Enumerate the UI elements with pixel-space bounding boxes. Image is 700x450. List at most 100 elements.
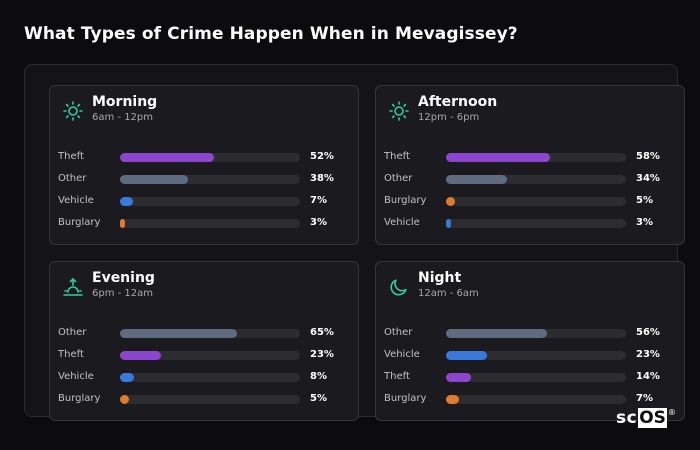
bar-fill [120, 153, 214, 162]
crime-row: Other 34% [384, 170, 674, 192]
bar-track [120, 219, 300, 228]
crime-percent: 3% [310, 217, 327, 228]
bar-track [446, 219, 626, 228]
crime-row: Vehicle 7% [58, 192, 348, 214]
registered-mark: ® [667, 408, 676, 417]
crime-row: Theft 14% [384, 368, 674, 390]
crime-label: Theft [384, 151, 410, 162]
card-title: Morning [92, 94, 158, 110]
crime-row: Other 56% [384, 324, 674, 346]
card-title: Night [418, 270, 462, 286]
card-evening: Evening 6pm - 12am Other 65% Theft 23% V… [49, 261, 359, 421]
crime-percent: 56% [636, 327, 660, 338]
bar-fill [120, 219, 125, 228]
card-title: Afternoon [418, 94, 498, 110]
bar-track [120, 395, 300, 404]
crime-percent: 7% [636, 393, 653, 404]
bar-fill [446, 197, 455, 206]
crime-row: Theft 23% [58, 346, 348, 368]
crime-label: Other [58, 173, 87, 184]
crime-percent: 38% [310, 173, 334, 184]
bar-fill [446, 329, 547, 338]
crime-percent: 23% [310, 349, 334, 360]
page-title: What Types of Crime Happen When in Mevag… [24, 24, 518, 44]
crime-percent: 7% [310, 195, 327, 206]
crime-row: Other 38% [58, 170, 348, 192]
crime-label: Other [384, 327, 413, 338]
card-title: Evening [92, 270, 155, 286]
logo-prefix: sc [616, 408, 638, 428]
crime-row: Other 65% [58, 324, 348, 346]
crime-row: Burglary 7% [384, 390, 674, 412]
crime-percent: 34% [636, 173, 660, 184]
crime-label: Other [58, 327, 87, 338]
logo-boxed-text: OS [638, 408, 667, 428]
bar-fill [120, 197, 133, 206]
crime-row: Burglary 5% [58, 390, 348, 412]
crime-row: Vehicle 23% [384, 346, 674, 368]
crime-label: Burglary [58, 393, 101, 404]
card-time-range: 6pm - 12am [92, 288, 154, 299]
bar-fill [120, 351, 161, 360]
bar-fill [446, 153, 550, 162]
moon-icon [390, 279, 407, 296]
crime-label: Vehicle [384, 217, 420, 228]
crime-label: Burglary [384, 195, 427, 206]
bar-fill [446, 351, 487, 360]
bar-track [446, 175, 626, 184]
bar-fill [120, 329, 237, 338]
crime-percent: 5% [310, 393, 327, 404]
crime-percent: 52% [310, 151, 334, 162]
card-time-range: 12am - 6am [418, 288, 479, 299]
bar-track [446, 373, 626, 382]
card-time-range: 12pm - 6pm [418, 112, 480, 123]
crime-percent: 14% [636, 371, 660, 382]
crime-label: Vehicle [58, 371, 94, 382]
crime-label: Theft [58, 349, 84, 360]
crime-row: Theft 52% [58, 148, 348, 170]
crime-label: Burglary [384, 393, 427, 404]
crime-row: Vehicle 3% [384, 214, 674, 236]
bar-fill [120, 175, 188, 184]
bar-fill [446, 219, 451, 228]
crime-row: Theft 58% [384, 148, 674, 170]
sun-icon [63, 101, 83, 121]
sunset-icon [63, 277, 83, 296]
crime-row: Burglary 5% [384, 192, 674, 214]
crime-percent: 5% [636, 195, 653, 206]
crime-label: Burglary [58, 217, 101, 228]
bar-fill [120, 395, 129, 404]
bar-track [120, 153, 300, 162]
bar-fill [446, 175, 507, 184]
bar-track [120, 373, 300, 382]
card-morning: Morning 6am - 12pm Theft 52% Other 38% V… [49, 85, 359, 245]
crime-label: Vehicle [384, 349, 420, 360]
crime-label: Theft [58, 151, 84, 162]
crime-rows: Theft 58% Other 34% Burglary 5% Vehicle … [384, 148, 674, 236]
crime-row: Vehicle 8% [58, 368, 348, 390]
bar-track [446, 329, 626, 338]
scos-logo: sc OS ® [616, 408, 676, 428]
card-night: Night 12am - 6am Other 56% Vehicle 23% T… [375, 261, 685, 421]
crime-rows: Other 56% Vehicle 23% Theft 14% Burglary… [384, 324, 674, 412]
bar-track [120, 351, 300, 360]
bar-track [120, 175, 300, 184]
crime-percent: 23% [636, 349, 660, 360]
bar-track [446, 395, 626, 404]
bar-fill [120, 373, 134, 382]
bar-fill [446, 373, 471, 382]
crime-row: Burglary 3% [58, 214, 348, 236]
sun-icon [389, 101, 409, 121]
crime-percent: 8% [310, 371, 327, 382]
bar-track [120, 197, 300, 206]
bar-track [120, 329, 300, 338]
bar-track [446, 351, 626, 360]
crime-label: Vehicle [58, 195, 94, 206]
bar-track [446, 153, 626, 162]
crime-percent: 65% [310, 327, 334, 338]
card-time-range: 6am - 12pm [92, 112, 154, 123]
card-afternoon: Afternoon 12pm - 6pm Theft 58% Other 34%… [375, 85, 685, 245]
crime-rows: Theft 52% Other 38% Vehicle 7% Burglary … [58, 148, 348, 236]
bar-fill [446, 395, 459, 404]
bar-track [446, 197, 626, 206]
